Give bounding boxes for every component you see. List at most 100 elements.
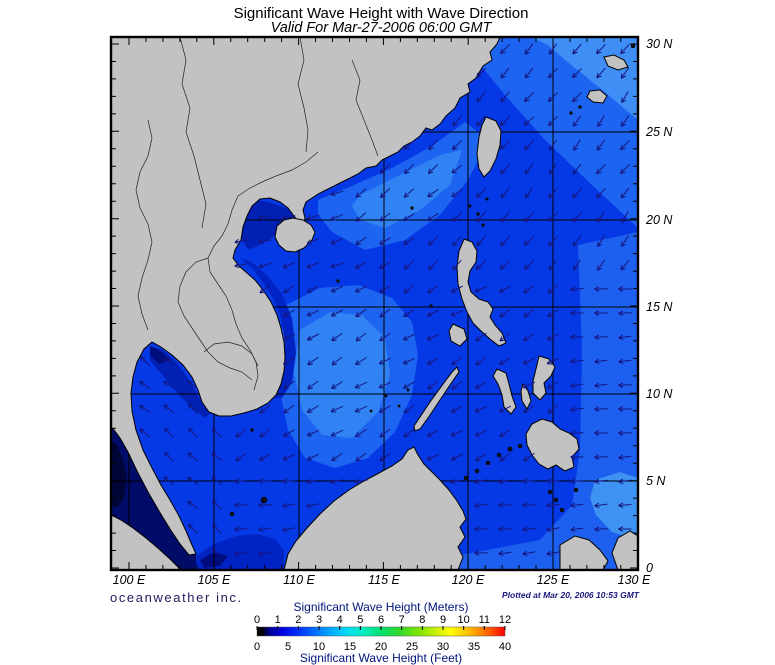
wave-direction-arrow: [306, 214, 320, 221]
wave-direction-arrow: [139, 428, 151, 438]
wave-direction-arrow: [306, 285, 319, 293]
wave-direction-arrow: [570, 310, 584, 316]
wave-direction-arrow: [548, 43, 558, 55]
small-island: [336, 279, 340, 283]
wave-direction-arrow: [330, 429, 344, 437]
wave-direction-arrow: [523, 116, 535, 126]
meters-tick-label: 6: [378, 614, 384, 626]
wave-direction-arrow: [524, 163, 534, 175]
wave-direction-arrow: [259, 284, 271, 294]
lon-label: 130 E: [618, 573, 651, 587]
wave-direction-arrow: [498, 478, 512, 485]
wave-direction-arrow: [258, 502, 272, 508]
wave-direction-arrow: [306, 309, 320, 317]
page-title: Significant Wave Height with Wave Direct…: [234, 5, 529, 22]
wave-direction-arrow: [355, 332, 367, 342]
wave-direction-arrow: [475, 260, 487, 270]
wave-direction-arrow: [450, 405, 463, 413]
wave-direction-arrow: [234, 526, 248, 532]
lon-label: 105 E: [198, 573, 231, 587]
wave-direction-arrow: [524, 187, 534, 199]
wave-direction-arrow: [404, 163, 414, 175]
wave-direction-arrow: [427, 284, 439, 294]
wave-direction-arrow: [428, 259, 438, 271]
wave-direction-arrow: [547, 308, 559, 318]
wave-direction-arrow: [570, 406, 584, 413]
wave-direction-arrow: [570, 502, 584, 509]
wave-direction-arrow: [499, 260, 511, 270]
wave-direction-arrow: [379, 164, 391, 174]
country-border: [203, 341, 259, 367]
wave-direction-arrow: [354, 478, 368, 485]
axis-labels: 100 E 105 E 110 E 115 E 120 E 125 E 130 E 30 N 2…: [113, 37, 674, 587]
wave-direction-arrow: [475, 452, 487, 462]
wave-direction-arrow: [572, 163, 582, 175]
wave-direction-arrow: [474, 550, 488, 556]
wave-direction-arrow: [573, 259, 581, 271]
wave-direction-arrow: [282, 526, 296, 533]
wave-direction-arrow: [258, 238, 272, 245]
wave-direction-arrow: [355, 308, 367, 318]
wave-direction-arrow: [546, 478, 560, 484]
wave-direction-arrow: [476, 68, 486, 79]
wave-direction-arrow: [548, 259, 558, 271]
wave-direction-arrow: [355, 212, 367, 222]
lon-label: 120 E: [452, 573, 485, 587]
wave-direction-arrow: [500, 187, 510, 199]
small-island: [547, 489, 553, 495]
feet-tick-label: 0: [254, 641, 260, 653]
wave-direction-arrow: [594, 406, 608, 412]
wave-direction-arrow: [234, 262, 248, 269]
wave-direction-arrow: [546, 550, 560, 557]
small-island: [569, 111, 573, 115]
wave-direction-arrow: [403, 404, 415, 414]
wave-direction-arrow: [570, 526, 584, 533]
wave-direction-arrow: [499, 357, 511, 365]
small-island: [517, 443, 523, 449]
wave-direction-arrow: [570, 478, 584, 484]
wave-direction-arrow: [258, 453, 271, 461]
colorbar-ticks: [256, 626, 506, 630]
wave-direction-arrow: [546, 333, 560, 341]
wave-direction-arrow: [596, 43, 606, 55]
wave-direction-arrow: [548, 67, 558, 79]
wave-direction-arrow: [450, 478, 464, 485]
wave-direction-arrow: [283, 380, 295, 390]
wave-direction-arrow: [596, 163, 606, 175]
wave-direction-arrow: [547, 212, 559, 222]
wave-direction-arrow: [331, 452, 343, 462]
wave-direction-arrow: [499, 140, 511, 150]
feet-tick-label: 40: [499, 641, 511, 653]
small-island: [250, 428, 254, 432]
wave-direction-arrow: [618, 358, 632, 365]
wave-direction-arrow: [355, 188, 367, 198]
wave-direction-arrow: [306, 453, 320, 461]
wave-direction-arrow: [546, 502, 560, 508]
wave-direction-arrow: [379, 428, 391, 438]
wave-direction-arrow: [187, 500, 199, 510]
small-island: [485, 197, 489, 201]
wave-direction-arrow: [330, 213, 344, 221]
wave-direction-arrow: [498, 405, 512, 413]
meters-tick-label: 10: [458, 614, 470, 626]
wave-direction-arrow: [499, 428, 511, 438]
wave-direction-arrow: [570, 454, 584, 460]
wave-direction-arrow: [306, 478, 320, 485]
wave-direction-arrow: [573, 139, 581, 151]
wave-direction-arrow: [618, 310, 632, 316]
wave-direction-arrow: [547, 404, 559, 414]
wave-direction-arrow: [452, 139, 462, 151]
wave-direction-arrow: [570, 430, 584, 436]
wave-direction-arrow: [187, 476, 199, 486]
meters-tick-label: 3: [316, 614, 322, 626]
wave-direction-arrow: [620, 67, 630, 79]
wave-direction-arrow: [618, 502, 632, 508]
wave-direction-arrow: [476, 211, 486, 223]
wave-direction-arrow: [330, 478, 344, 485]
wave-direction-arrow: [620, 115, 630, 127]
landmass: [456, 238, 507, 347]
wave-direction-arrow: [594, 382, 608, 389]
wave-direction-arrow: [450, 453, 464, 461]
wave-direction-arrow: [403, 188, 415, 198]
wave-direction-arrow: [211, 452, 223, 462]
